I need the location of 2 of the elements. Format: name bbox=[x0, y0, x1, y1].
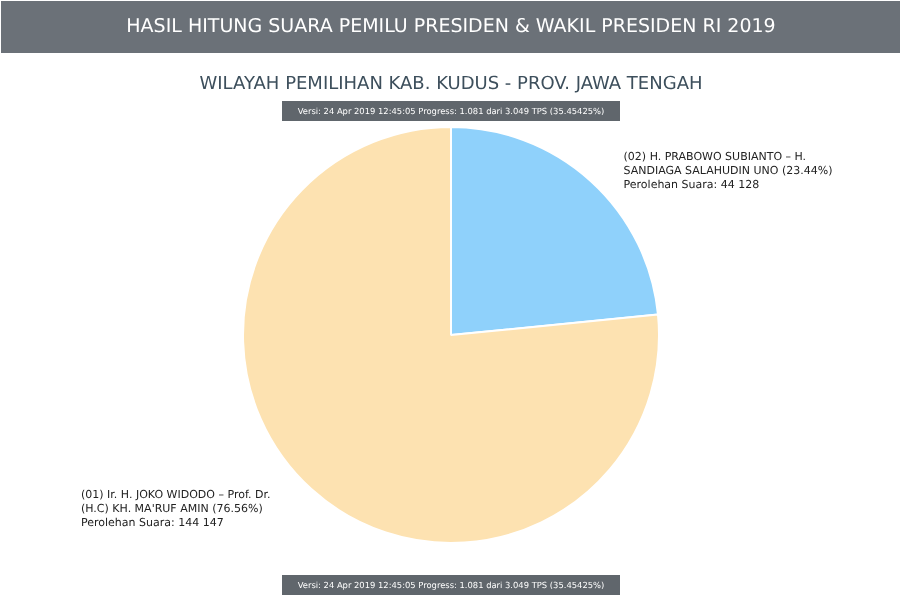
chart-subtitle: WILAYAH PEMILIHAN KAB. KUDUS - PROV. JAWA TENGAH bbox=[199, 75, 703, 95]
chart-title: HASIL HITUNG SUARA PEMILU PRESIDEN & WAKIL PRESIDEN RI 2019 bbox=[126, 16, 776, 38]
